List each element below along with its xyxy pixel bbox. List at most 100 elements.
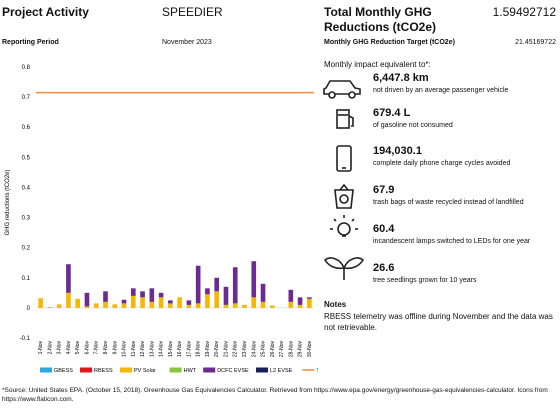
y-tick-label: 0.5 xyxy=(22,155,31,161)
target-label: Monthly GHG Reduction Target (tCO2e) xyxy=(324,39,455,46)
bar-segment xyxy=(66,292,71,308)
bar-segment xyxy=(38,298,43,308)
bar-segment xyxy=(103,301,108,308)
x-tick-label: 3-Nov xyxy=(57,341,63,355)
legend-label: PV Solar xyxy=(134,368,156,374)
period-label: Reporting Period xyxy=(2,39,59,46)
bar-segment xyxy=(158,297,164,308)
bar-segment xyxy=(242,304,247,308)
bar-segment xyxy=(121,299,127,304)
x-tick-label: 29-Nov xyxy=(298,341,304,358)
equiv-value: 6,447.8 km xyxy=(373,72,429,84)
x-tick-label: 16-Nov xyxy=(177,341,183,358)
bar-segment xyxy=(84,292,90,307)
x-tick-label: 18-Nov xyxy=(196,341,202,358)
x-tick-label: 1-Nov xyxy=(38,341,44,355)
notes-title: Notes xyxy=(324,300,347,309)
legend-swatch xyxy=(120,367,132,373)
equiv-text: incandescent lamps switched to LEDs for … xyxy=(373,238,531,245)
x-tick-label: 8-Nov xyxy=(103,341,109,355)
y-tick-label: 0.4 xyxy=(22,185,31,191)
bar-segment xyxy=(56,304,62,308)
source: *Source: United States EPA. (October 15,… xyxy=(2,387,548,403)
bar-segment xyxy=(269,305,275,308)
x-tick-label: 20-Nov xyxy=(214,341,220,358)
legend-label: Target xyxy=(316,368,318,374)
project-label: Project Activity xyxy=(2,5,89,19)
x-tick-label: 24-Nov xyxy=(251,341,257,358)
total-label: Total Monthly GHG Reductions (tCO2e) xyxy=(324,5,437,34)
notes-text: RBESS telemetry was offline during Novem… xyxy=(324,312,553,332)
bar-segment xyxy=(149,301,155,308)
bar-segment xyxy=(66,264,71,293)
equiv-value: 26.6 xyxy=(373,262,395,274)
x-tick-label: 10-Nov xyxy=(122,341,128,358)
bar-segment xyxy=(297,304,303,308)
x-tick-label: 6-Nov xyxy=(84,341,90,355)
bar-segment xyxy=(168,300,173,304)
bar-segment xyxy=(168,303,173,308)
equiv-text: complete daily phone charge cycles avoid… xyxy=(373,160,511,167)
x-tick-label: 13-Nov xyxy=(149,341,155,358)
x-tick-label: 30-Nov xyxy=(307,341,313,358)
bar-segment xyxy=(297,297,303,305)
bar-segment xyxy=(47,306,53,308)
bar-segment xyxy=(75,298,81,308)
legend-swatch xyxy=(80,367,92,373)
x-tick-label: 19-Nov xyxy=(205,341,211,358)
bar-segment xyxy=(288,301,294,308)
legend-swatch xyxy=(256,367,268,373)
target: 21.45169722 xyxy=(515,39,556,46)
bar-segment xyxy=(130,295,136,308)
legend-label: RBESS xyxy=(94,368,113,374)
equiv-text: tree seedlings grown for 10 years xyxy=(373,277,477,284)
bar-segment xyxy=(93,303,99,308)
x-tick-label: 17-Nov xyxy=(186,341,192,358)
icons xyxy=(323,80,365,280)
x-tick-label: 12-Nov xyxy=(140,341,146,358)
equiv-value: 67.9 xyxy=(373,184,395,196)
bar-segment xyxy=(149,288,155,302)
legend-label: GBESS xyxy=(54,368,73,374)
legend-label: L2 EVSE xyxy=(270,368,293,374)
bar-segment xyxy=(260,283,266,302)
bar-segment xyxy=(140,291,145,298)
bar-segment xyxy=(223,286,229,305)
x-tick-label: 2-Nov xyxy=(47,341,53,355)
bar-segment xyxy=(307,297,312,299)
bar-segment xyxy=(158,292,164,298)
x-tick-label: 21-Nov xyxy=(223,341,229,358)
project: SPEEDIER xyxy=(162,5,223,19)
x-tick-label: 22-Nov xyxy=(233,341,239,358)
bar-segment xyxy=(186,300,192,305)
equiv-text: trash bags of waste recycled instead of … xyxy=(373,199,524,206)
bar-segment xyxy=(121,303,127,308)
equiv-heading: Monthly impact equivalent to*: xyxy=(324,60,431,69)
y-tick-label: 0.8 xyxy=(22,65,31,71)
equiv-value: 194,030.1 xyxy=(373,145,422,157)
bar-segment xyxy=(288,289,294,302)
bar-segment xyxy=(112,304,118,308)
bar-segment xyxy=(84,306,90,308)
legend-swatch xyxy=(40,367,52,373)
bar-segment xyxy=(205,294,210,308)
x-tick-label: 11-Nov xyxy=(131,341,137,357)
bar-segment xyxy=(195,265,201,304)
equiv-value: 60.4 xyxy=(373,223,395,235)
y-tick-label: 0.2 xyxy=(22,246,31,252)
bar-segment xyxy=(232,303,238,308)
bar-segment xyxy=(205,288,210,295)
y-tick-label: 0.6 xyxy=(22,125,31,131)
bar-segment xyxy=(251,297,257,308)
bar-segment xyxy=(307,298,312,308)
legend-swatch xyxy=(169,367,182,373)
y-axis-label: GHG reductions (tCO2e) xyxy=(5,169,11,235)
equiv-text: not driven by an average passenger vehic… xyxy=(373,87,509,94)
y-tick-label: -0.1 xyxy=(20,336,31,342)
x-tick-label: 23-Nov xyxy=(242,341,248,358)
x-tick-label: 25-Nov xyxy=(261,341,267,358)
bar-segment xyxy=(260,301,266,308)
x-tick-label: 14-Nov xyxy=(159,341,165,358)
legend-swatch xyxy=(203,367,216,373)
